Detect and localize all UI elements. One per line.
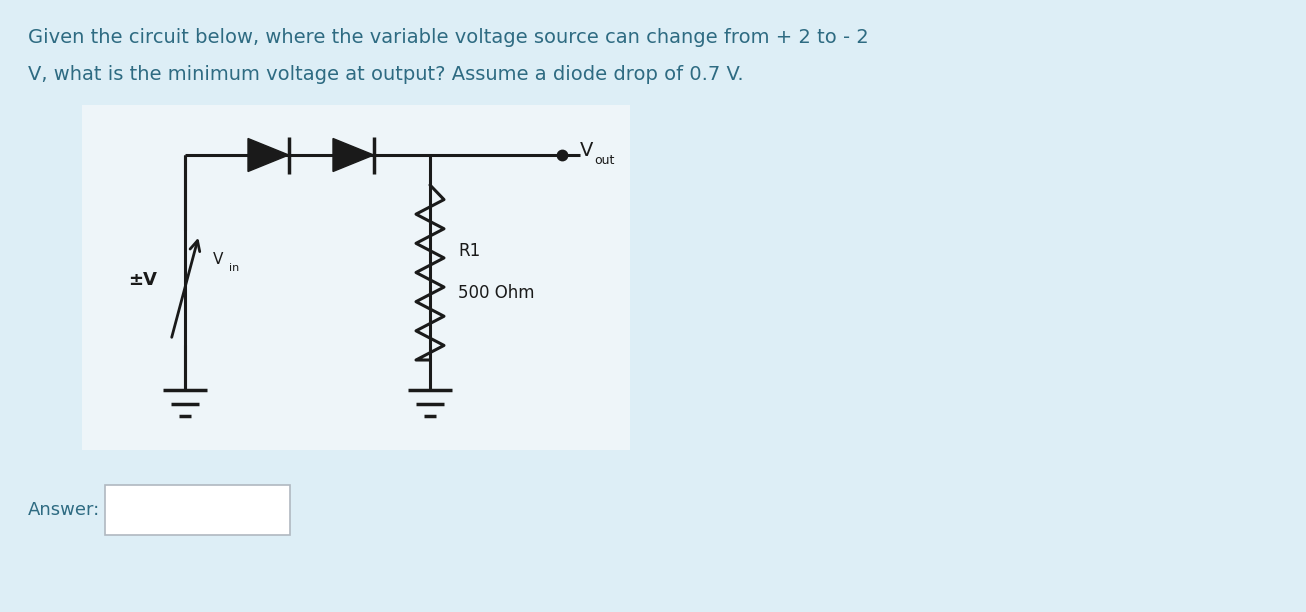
Bar — [82, 105, 629, 450]
Text: ±V: ±V — [128, 271, 157, 289]
Text: V, what is the minimum voltage at output? Assume a diode drop of 0.7 V.: V, what is the minimum voltage at output… — [27, 65, 743, 84]
Text: V: V — [213, 253, 223, 267]
Text: R1: R1 — [458, 242, 481, 261]
Text: Answer:: Answer: — [27, 501, 101, 519]
Text: in: in — [229, 263, 239, 273]
Text: Given the circuit below, where the variable voltage source can change from + 2 t: Given the circuit below, where the varia… — [27, 28, 868, 47]
Polygon shape — [333, 138, 374, 171]
Bar — [104, 485, 290, 535]
Text: 500 Ohm: 500 Ohm — [458, 285, 534, 302]
Polygon shape — [248, 138, 289, 171]
Text: V: V — [580, 141, 593, 160]
Text: out: out — [594, 154, 614, 168]
